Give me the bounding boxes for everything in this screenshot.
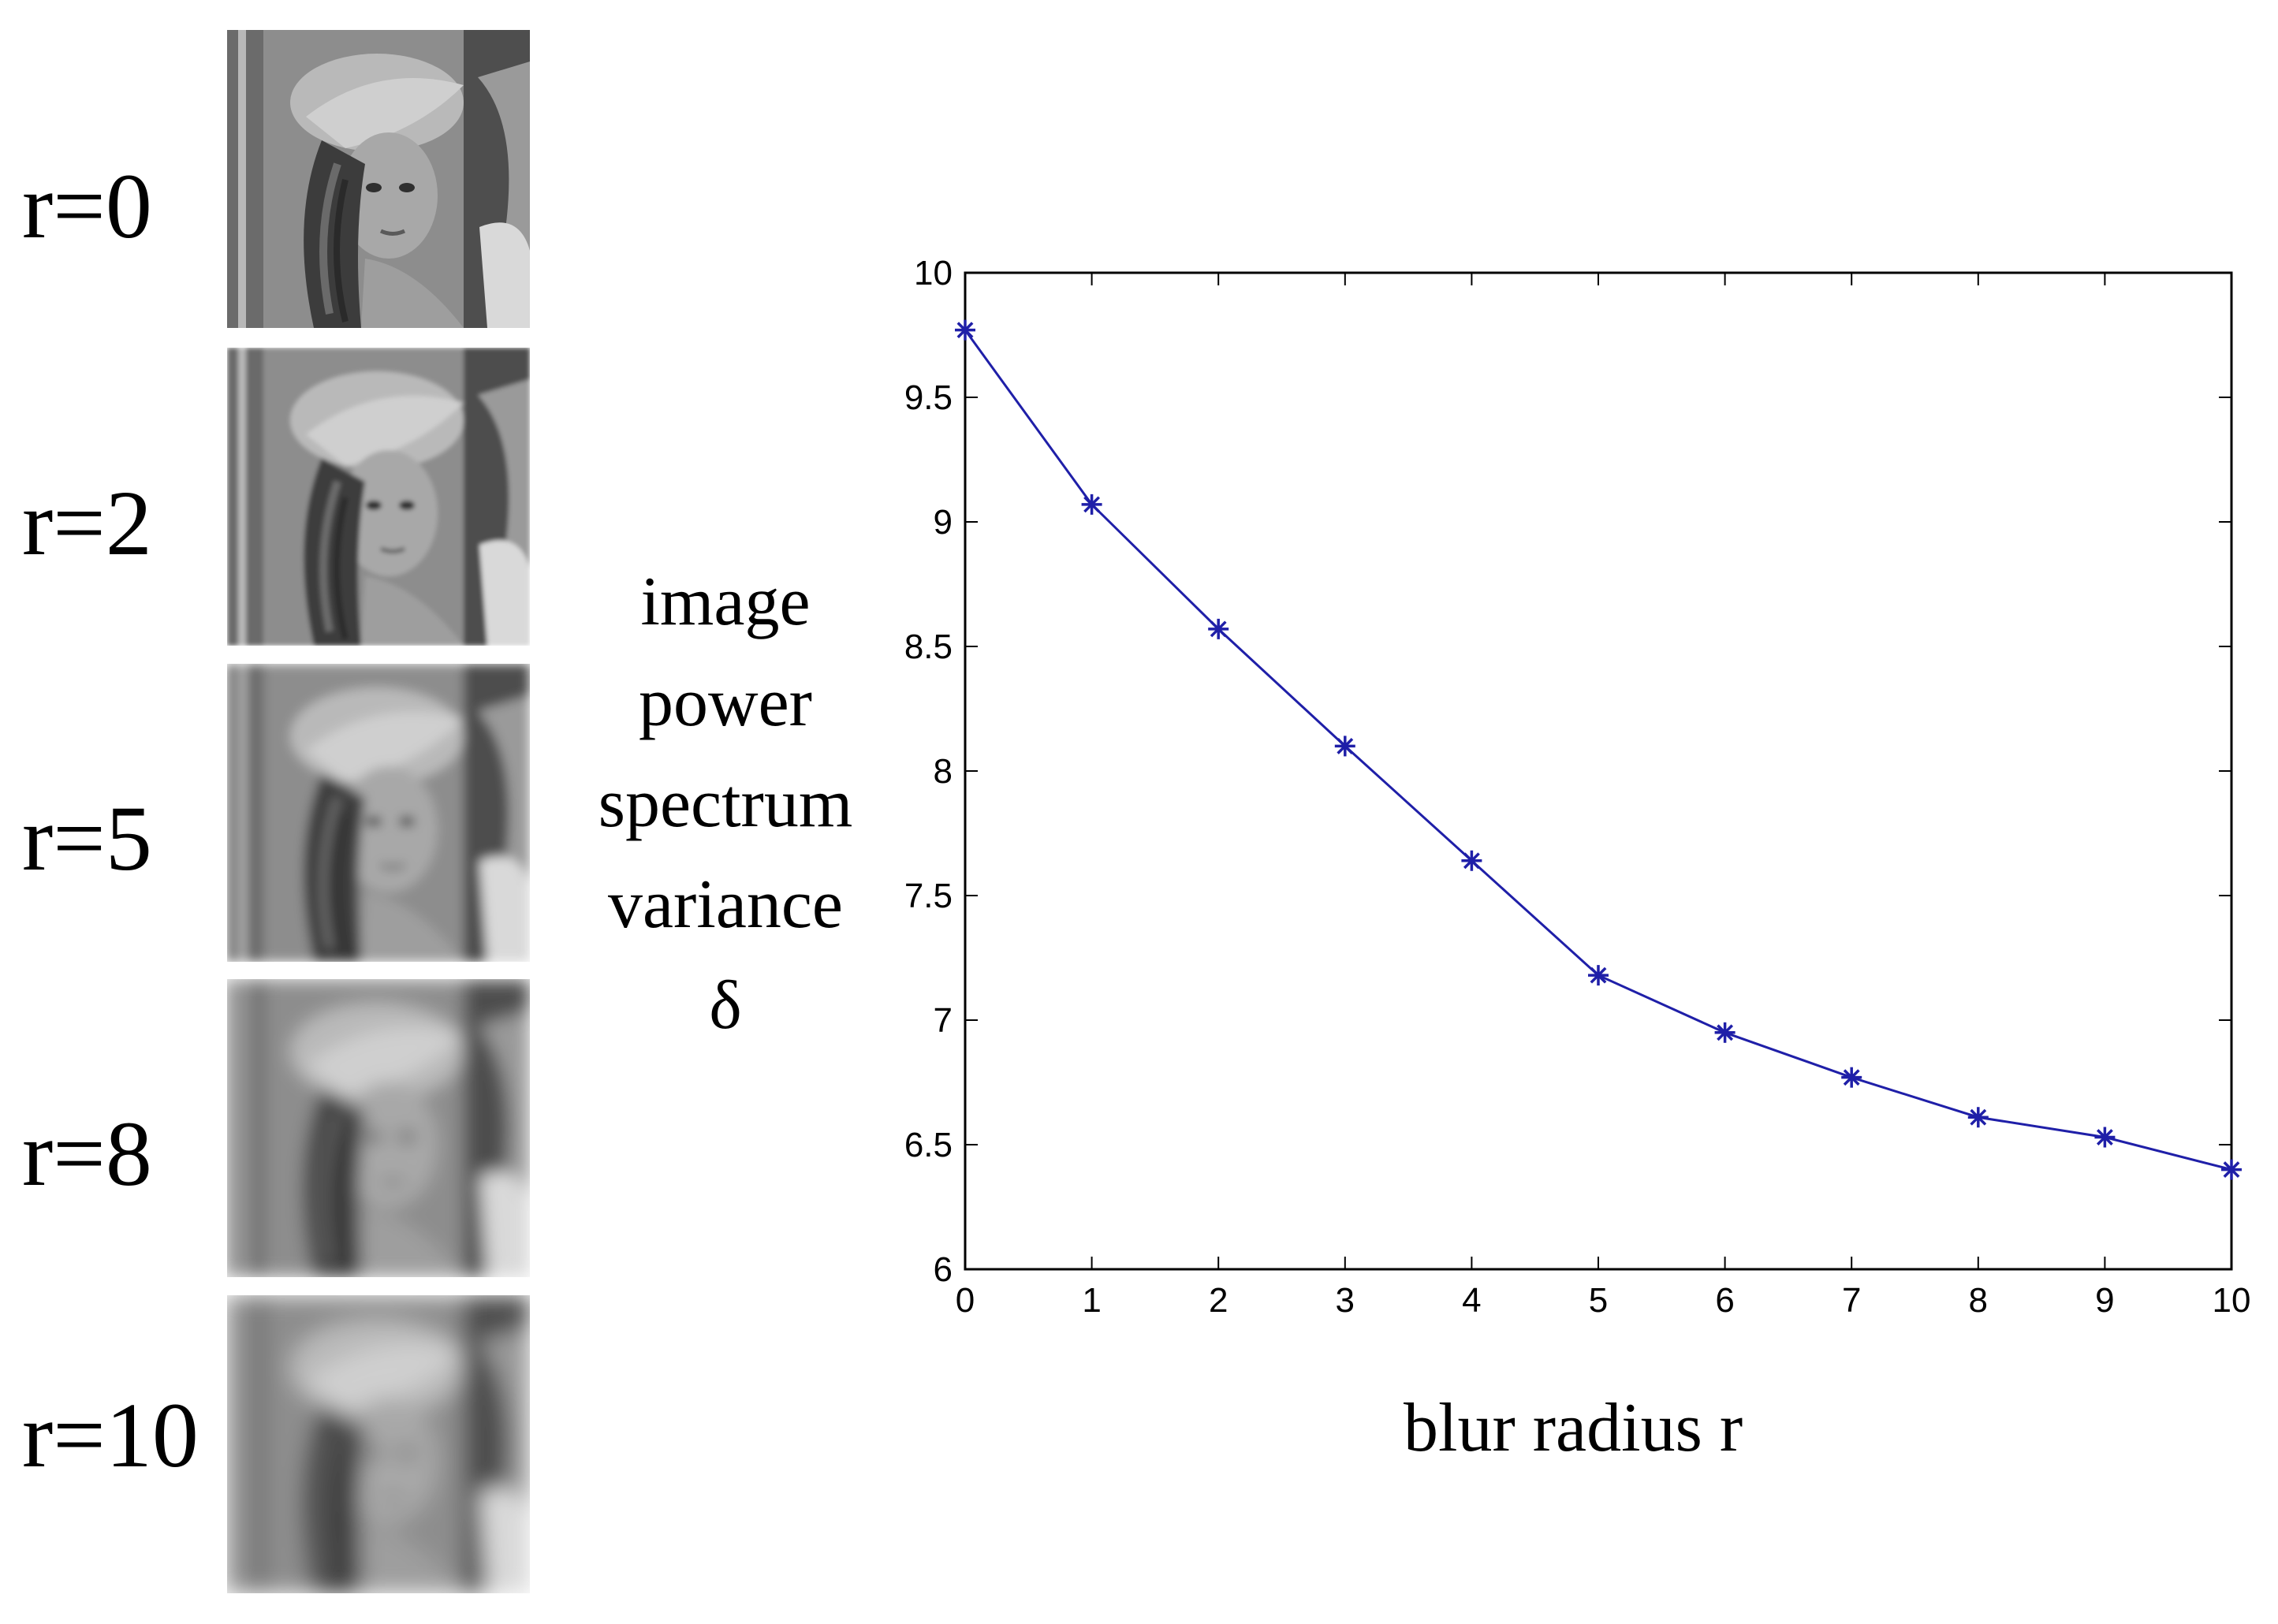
x-tick-label: 5 (1589, 1281, 1608, 1320)
x-tick-label: 8 (1969, 1281, 1988, 1320)
plot-area-frame (964, 271, 2233, 1271)
y-axis-label-line: variance (608, 866, 843, 943)
y-tick-label: 7.5 (904, 877, 953, 915)
data-point (1841, 1067, 1862, 1088)
y-tick-label: 9 (934, 503, 953, 542)
x-tick-label: 6 (1715, 1281, 1734, 1320)
y-axis-label-line: spectrum (598, 765, 853, 842)
y-tick-label: 6 (934, 1250, 953, 1289)
y-axis-label: image power spectrum variance δ (552, 552, 899, 1056)
data-point (2221, 1159, 2242, 1180)
r-label-5: r=5 (22, 787, 152, 890)
r-label-2: r=2 (22, 471, 152, 575)
thumbnail-r5 (227, 664, 530, 962)
data-point (2094, 1127, 2116, 1148)
x-tick-label: 2 (1209, 1281, 1228, 1320)
r-label-10: r=10 (22, 1384, 199, 1487)
thumbnail-r8 (227, 979, 530, 1277)
data-point (1081, 494, 1102, 515)
x-tick-label: 10 (2213, 1281, 2251, 1320)
x-axis-label: blur radius r (1404, 1390, 1743, 1466)
x-tick-label: 3 (1336, 1281, 1355, 1320)
thumbnail-r2 (227, 348, 530, 646)
data-point (1967, 1107, 1989, 1128)
thumbnail-r0 (227, 30, 530, 328)
y-tick-label: 8.5 (904, 628, 953, 666)
y-axis-label-line: image (640, 564, 811, 640)
y-tick-label: 7 (934, 1001, 953, 1040)
series-line (964, 329, 2232, 1171)
x-tick-label: 1 (1082, 1281, 1101, 1320)
y-tick-label: 6.5 (904, 1126, 953, 1164)
data-point (1588, 965, 1609, 986)
x-tick-label: 9 (2095, 1281, 2114, 1320)
x-tick-label: 4 (1462, 1281, 1481, 1320)
x-tick-label: 0 (956, 1281, 975, 1320)
data-point (1334, 736, 1355, 757)
y-tick-label: 9.5 (904, 378, 953, 417)
data-point (1714, 1022, 1736, 1043)
y-axis-label-line: power (639, 665, 812, 741)
y-tick-label: 10 (914, 254, 953, 292)
thumbnail-r10 (227, 1295, 530, 1593)
data-point (1461, 850, 1482, 871)
y-axis-label-line: δ (709, 967, 742, 1044)
data-point (1208, 618, 1229, 639)
r-label-0: r=0 (22, 155, 152, 258)
y-tick-label: 8 (934, 752, 953, 791)
r-label-8: r=8 (22, 1102, 152, 1205)
x-tick-label: 7 (1842, 1281, 1861, 1320)
data-point (955, 319, 975, 341)
